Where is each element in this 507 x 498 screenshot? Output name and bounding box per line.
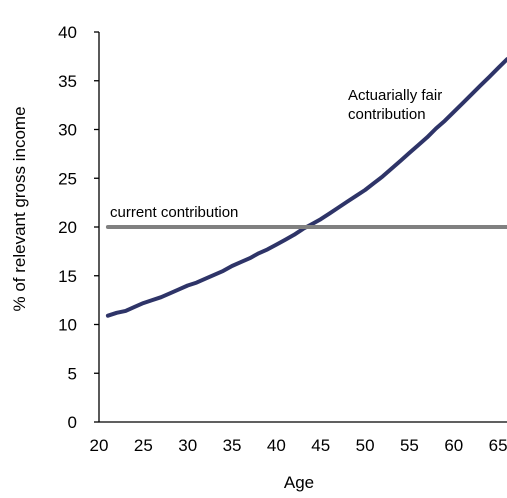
y-tick-label: 25 xyxy=(58,169,77,188)
y-tick-label: 35 xyxy=(58,72,77,91)
x-tick-label: 65 xyxy=(489,436,507,455)
x-tick-label: 25 xyxy=(134,436,153,455)
x-tick-label: 60 xyxy=(444,436,463,455)
y-tick-label: 15 xyxy=(58,267,77,286)
x-tick-label: 45 xyxy=(311,436,330,455)
x-tick-label: 20 xyxy=(90,436,109,455)
labels-group: Age % of relevant gross income Actuarial… xyxy=(10,87,442,492)
x-axis-title: Age xyxy=(284,473,314,492)
x-tick-label: 55 xyxy=(400,436,419,455)
y-tick-label: 0 xyxy=(68,413,77,432)
y-tick-label: 10 xyxy=(58,316,77,335)
x-tick-label: 35 xyxy=(223,436,242,455)
axes: 0 5 10 15 20 25 30 35 40 20 25 30 35 40 45 50 55 60 65 xyxy=(58,23,507,455)
series-group xyxy=(105,57,507,318)
annotation-current: current contribution xyxy=(110,204,238,221)
x-tick-label: 40 xyxy=(267,436,286,455)
series-line-actuarially-fair xyxy=(105,57,507,318)
x-tick-label: 30 xyxy=(178,436,197,455)
y-tick-label: 20 xyxy=(58,218,77,237)
y-tick-label: 40 xyxy=(58,23,77,42)
annotation-fair-line2: contribution xyxy=(348,106,426,123)
x-tick-label: 50 xyxy=(356,436,375,455)
y-tick-label: 30 xyxy=(58,121,77,140)
y-axis-title: % of relevant gross income xyxy=(10,106,29,311)
y-tick-label: 5 xyxy=(68,364,77,383)
annotation-fair-line1: Actuarially fair xyxy=(348,87,442,104)
